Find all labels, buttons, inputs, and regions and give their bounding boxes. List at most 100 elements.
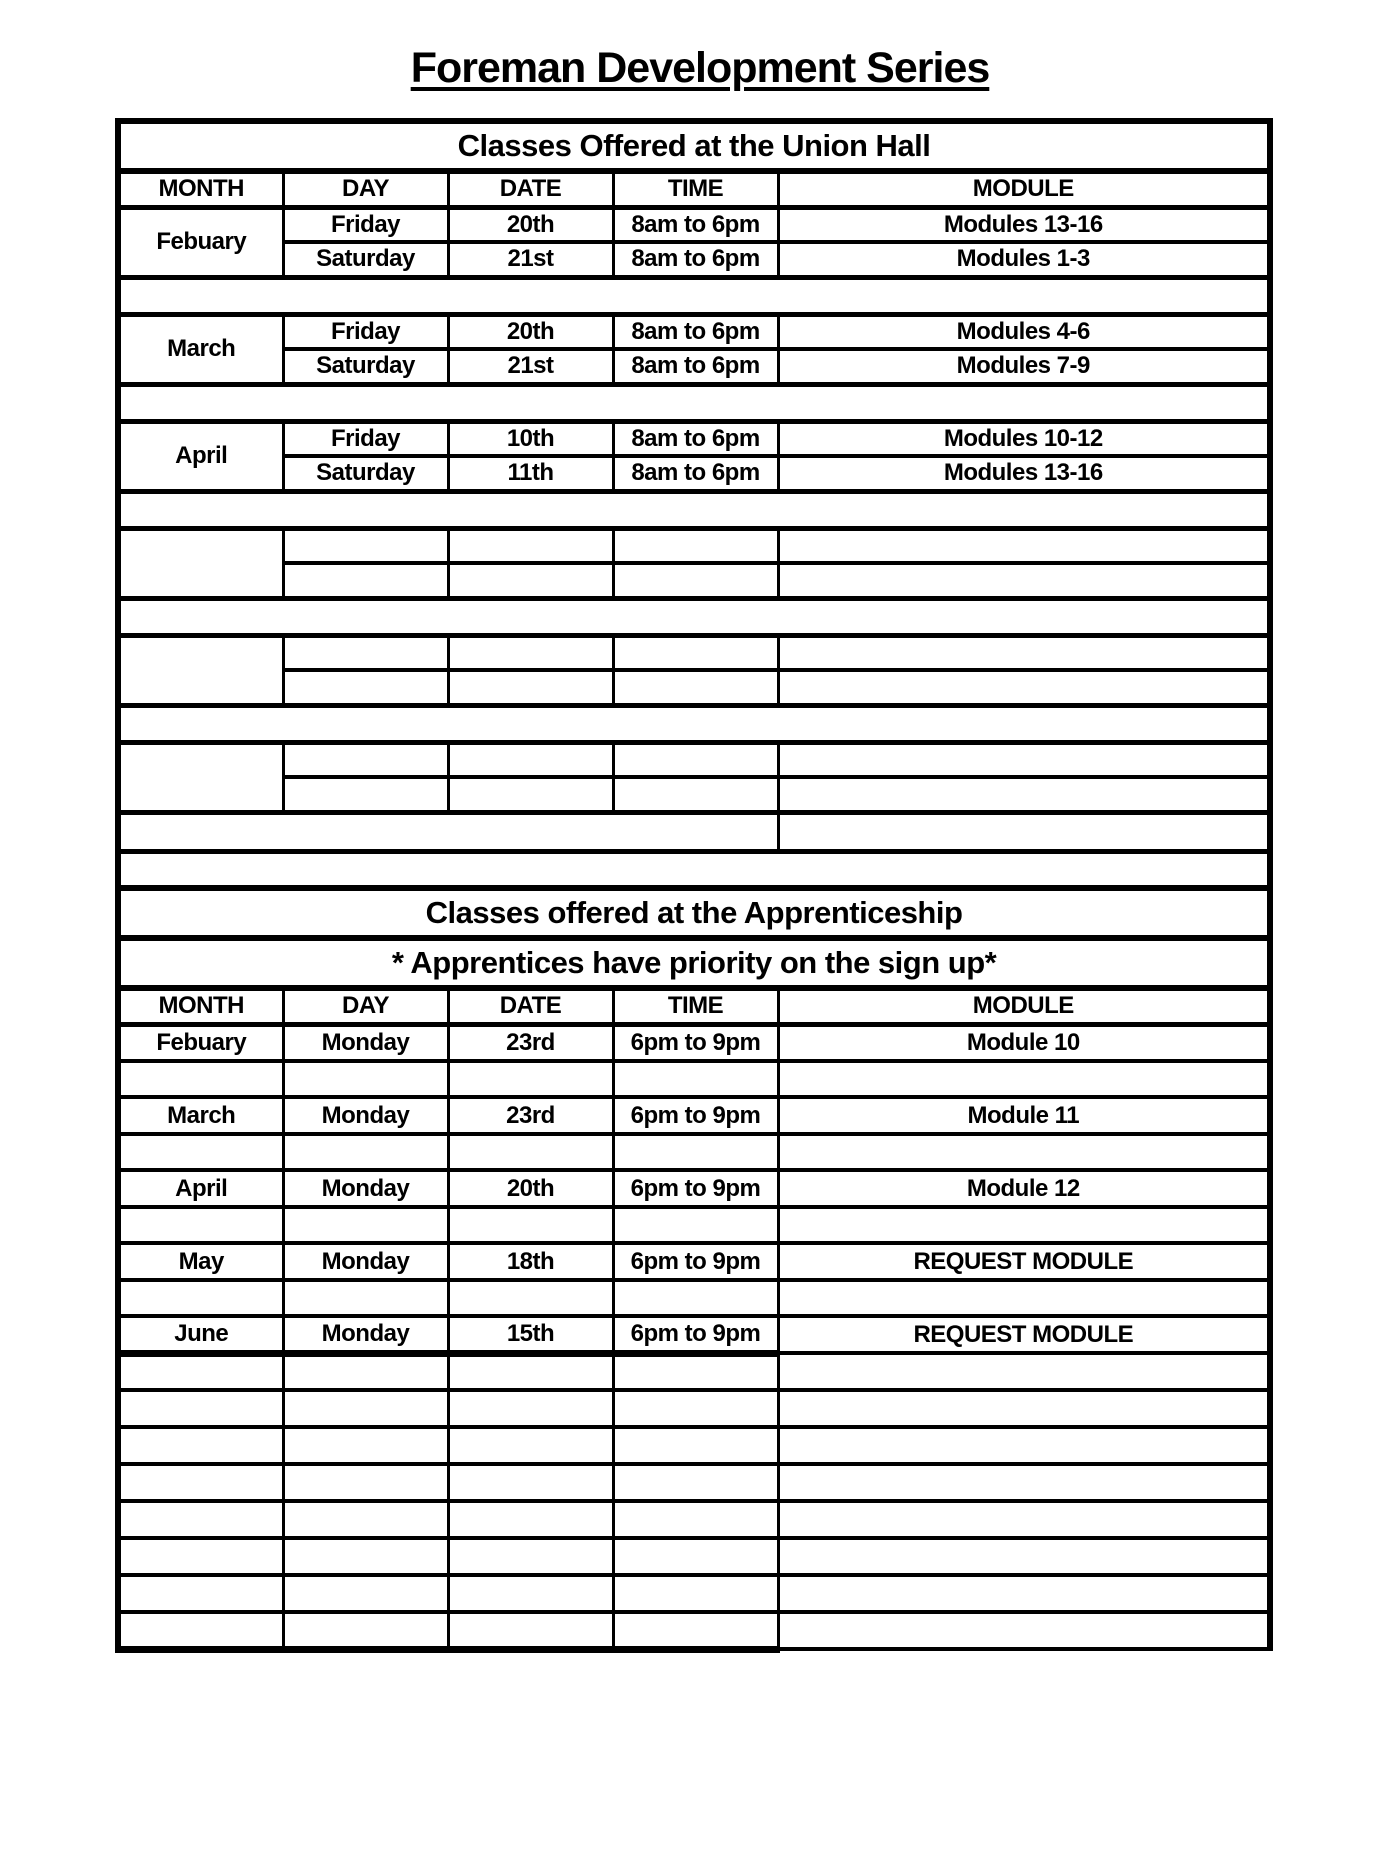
day-cell: Saturday [281,240,450,280]
empty-cell [116,1388,285,1429]
schedule-row: April Monday 20th 6pm to 9pm Module 12 [116,1168,1272,1209]
schedule-row: Febuary Monday 23rd 6pm to 9pm Module 10 [116,1022,1272,1063]
day-cell [281,561,450,601]
module-cell [776,525,1272,565]
module-cell [776,775,1272,815]
schedule-row: June Monday 15th 6pm to 9pm REQUEST MODU… [116,1314,1272,1357]
module-cell: REQUEST MODULE [776,1241,1272,1282]
day-cell: Saturday [281,454,450,494]
empty-cell [446,1499,615,1540]
schedule-row [116,739,1272,815]
empty-cell [116,1499,285,1540]
day-cell [281,632,450,672]
module-cell [776,561,1272,601]
day-cell: Saturday [281,347,450,387]
empty-cell [446,1610,615,1653]
empty-cell [776,1573,1272,1614]
module-cell: Modules 4-6 [776,311,1272,351]
empty-cell [446,1132,615,1172]
empty-cell [776,1278,1272,1318]
empty-cell [281,1499,450,1540]
date-cell: 10th [446,418,615,458]
spacer-row [116,274,1272,317]
empty-cell [116,1205,285,1245]
date-cell [446,632,615,672]
empty-cell [281,1610,450,1653]
empty-cell [281,1132,450,1172]
empty-cell [281,1205,450,1245]
empty-cell [446,1205,615,1245]
empty-cell [281,1425,450,1466]
time-cell: 6pm to 9pm [611,1022,780,1063]
header-month: MONTH [116,169,285,210]
empty-cell [116,809,780,854]
empty-cell [446,1573,615,1614]
time-cell [611,668,780,708]
spacer-row [116,1205,1272,1245]
module-cell: Module 11 [776,1095,1272,1136]
empty-cell [611,1132,780,1172]
date-cell: 11th [446,454,615,494]
empty-cell [116,1462,285,1503]
month-cell [116,632,285,708]
day-cell: Friday [281,311,450,351]
empty-cell [116,274,1272,317]
empty-cell [116,1132,285,1172]
date-cell: 23rd [446,1095,615,1136]
header-module: MODULE [776,169,1272,210]
time-cell: 8am to 6pm [611,311,780,351]
time-cell [611,561,780,601]
header-time: TIME [611,986,780,1027]
empty-grid-row [116,1573,1272,1614]
time-cell: 8am to 6pm [611,454,780,494]
day-cell: Monday [281,1095,450,1136]
empty-cell [611,1462,780,1503]
empty-cell [116,1351,285,1392]
apprenticeship-subtitle: * Apprentices have priority on the sign … [116,935,1272,991]
module-cell [776,632,1272,672]
time-cell [611,525,780,565]
empty-cell [116,1059,285,1099]
month-cell [116,525,285,601]
month-cell: Febuary [116,204,285,280]
month-cell: March [116,311,285,387]
empty-grid-row [116,1388,1272,1429]
schedule-row: Saturday 11th 8am to 6pm Modules 13-16 [118,454,1272,494]
trailing-empty-rows [116,1351,1272,1653]
schedule-row [118,775,1272,815]
module-cell [776,739,1272,779]
empty-cell [446,1059,615,1099]
spacer-row [116,1278,1272,1318]
apprenticeship-title-row: Classes offered at the Apprenticeship [116,885,1272,941]
schedule-row: March Monday 23rd 6pm to 9pm Module 11 [116,1095,1272,1136]
schedule-row [116,525,1272,601]
empty-cell [446,1278,615,1318]
empty-grid-row [116,1499,1272,1540]
empty-cell [281,1536,450,1577]
module-cell: Modules 10-12 [776,418,1272,458]
date-cell [446,561,615,601]
header-module: MODULE [776,986,1272,1027]
module-cell: Modules 1-3 [776,240,1272,280]
day-cell [281,739,450,779]
module-cell: Modules 13-16 [776,454,1272,494]
document-page: { "page": { "title": "Foreman Developmen… [0,44,1400,1856]
empty-cell [116,1278,285,1318]
module-cell: Modules 7-9 [776,347,1272,387]
schedule-row: Saturday 21st 8am to 6pm Modules 1-3 [118,240,1272,280]
module-cell: Module 10 [776,1022,1272,1063]
header-month: MONTH [116,986,285,1027]
empty-cell [611,1610,780,1653]
empty-cell [611,1205,780,1245]
module-cell [776,809,1272,854]
date-cell [446,775,615,815]
empty-cell [611,1059,780,1099]
time-cell: 8am to 6pm [611,240,780,280]
empty-grid-row [116,1425,1272,1466]
empty-cell [446,1425,615,1466]
time-cell: 8am to 6pm [611,418,780,458]
spacer-row [116,1132,1272,1172]
header-day: DAY [281,169,450,210]
apprenticeship-subtitle-row: * Apprentices have priority on the sign … [116,935,1272,991]
date-cell [446,668,615,708]
